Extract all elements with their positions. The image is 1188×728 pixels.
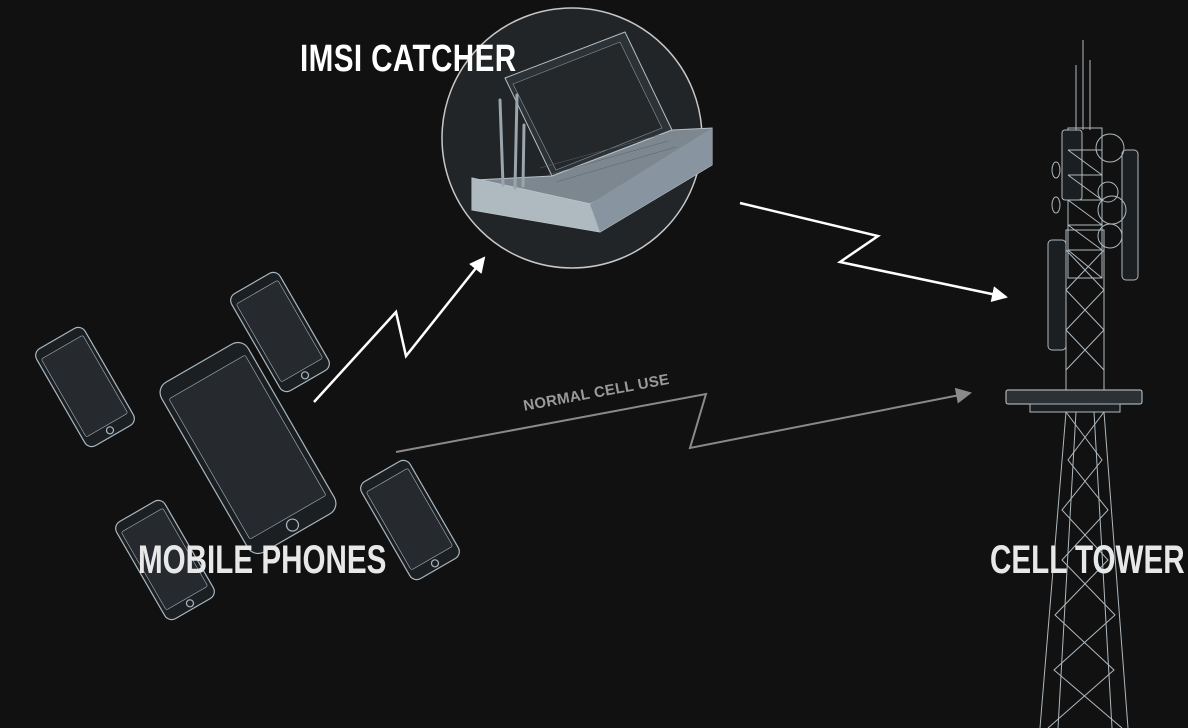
- phone-icon: [360, 459, 460, 581]
- cell-tower-label: CELL TOWER: [990, 538, 1185, 582]
- catcher-to-tower-signal: [739, 201, 1008, 302]
- imsi-catcher-illustration: [441, 7, 713, 269]
- antenna-icons: [498, 93, 526, 190]
- normal-cell-signal: [395, 387, 972, 453]
- phone-icon: [230, 271, 330, 393]
- phone-icon: [159, 341, 337, 555]
- phone-icon: [35, 326, 135, 448]
- mobile-phones-illustration: [35, 271, 460, 621]
- phone-icon: [115, 499, 215, 621]
- cell-tower-illustration: [1005, 40, 1143, 728]
- mobile-phones-label: MOBILE PHONES: [138, 538, 387, 582]
- phone-to-catcher-signal: [313, 256, 486, 403]
- imsi-catcher-label: IMSI CATCHER: [300, 38, 517, 80]
- tower-platform: [1005, 389, 1143, 405]
